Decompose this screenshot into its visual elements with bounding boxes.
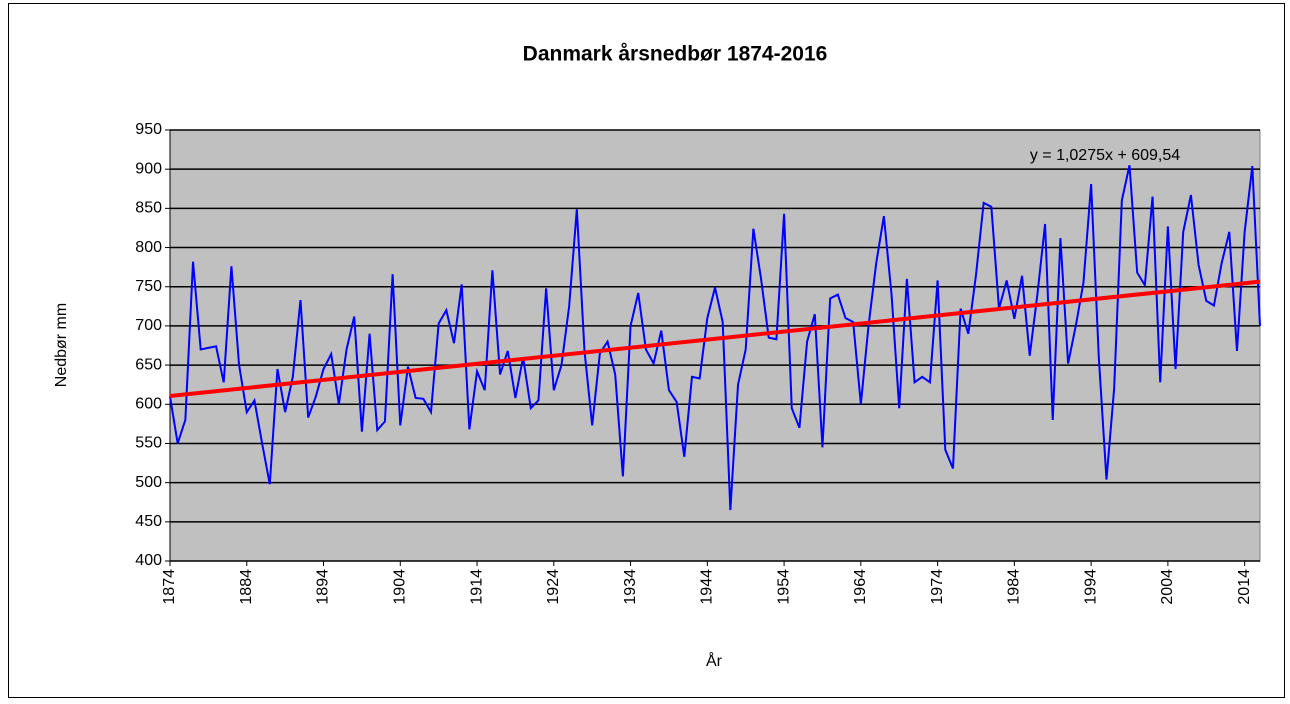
x-tick-label: 1954: [775, 569, 792, 605]
x-tick-label: 1944: [699, 569, 716, 605]
y-tick-label: 600: [135, 395, 162, 412]
x-tick-label: 1874: [161, 569, 178, 605]
x-tick-label: 1934: [622, 569, 639, 605]
y-tick-label: 850: [135, 200, 162, 217]
y-tick-label: 950: [135, 121, 162, 138]
x-tick-label: 2014: [1236, 569, 1253, 605]
y-tick-label: 400: [135, 552, 162, 569]
x-tick-label: 1964: [852, 569, 869, 605]
x-tick-label: 1914: [468, 569, 485, 605]
x-tick-label: 1984: [1006, 569, 1023, 605]
chart-title: Danmark årsnedbør 1874-2016: [523, 43, 828, 66]
x-tick-label: 1994: [1082, 569, 1099, 605]
x-tick-label: 1974: [929, 569, 946, 605]
x-tick-label: 1924: [545, 569, 562, 605]
y-tick-label: 800: [135, 239, 162, 256]
trendline: [169, 279, 1261, 398]
x-tick-label: 1894: [315, 569, 332, 605]
data-line: [169, 165, 1261, 511]
x-axis-label: År: [706, 651, 723, 670]
y-tick-label: 550: [135, 435, 162, 452]
y-axis-label: Nedbør mm: [53, 303, 70, 387]
y-tick-label: 450: [135, 513, 162, 530]
x-tick-label: 2004: [1159, 569, 1176, 605]
x-tick-label: 1884: [238, 569, 255, 605]
y-tick-label: 500: [135, 474, 162, 491]
y-tick-label: 900: [135, 160, 162, 177]
trendline-label: y = 1,0275x + 609,54: [1030, 147, 1180, 164]
y-tick-label: 750: [135, 278, 162, 295]
y-tick-label: 650: [135, 356, 162, 373]
plot-area: [169, 129, 1261, 562]
y-tick-label: 700: [135, 317, 162, 334]
x-tick-label: 1904: [392, 569, 409, 605]
